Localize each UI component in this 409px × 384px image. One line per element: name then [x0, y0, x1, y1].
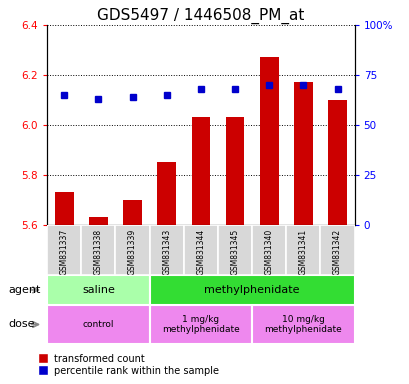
Bar — [47, 305, 149, 344]
Text: methylphenidate: methylphenidate — [204, 285, 299, 295]
Bar — [115, 225, 149, 275]
Bar — [123, 200, 142, 225]
Bar — [149, 275, 354, 305]
Text: control: control — [83, 320, 114, 329]
Bar — [81, 225, 115, 275]
Bar — [149, 225, 183, 275]
Bar — [293, 83, 312, 225]
Bar — [183, 225, 218, 275]
Text: GSM831344: GSM831344 — [196, 228, 205, 275]
Bar — [252, 225, 285, 275]
Bar — [47, 225, 81, 275]
Text: GSM831343: GSM831343 — [162, 228, 171, 275]
Text: 1 mg/kg
methylphenidate: 1 mg/kg methylphenidate — [162, 315, 239, 334]
Text: 10 mg/kg
methylphenidate: 10 mg/kg methylphenidate — [264, 315, 342, 334]
Bar — [320, 225, 354, 275]
Bar — [89, 217, 108, 225]
Bar — [285, 225, 320, 275]
Bar — [149, 305, 252, 344]
Text: GSM831338: GSM831338 — [94, 228, 103, 275]
Legend: transformed count, percentile rank within the sample: transformed count, percentile rank withi… — [38, 354, 219, 376]
Bar — [157, 162, 176, 225]
Bar — [55, 192, 74, 225]
Title: GDS5497 / 1446508_PM_at: GDS5497 / 1446508_PM_at — [97, 7, 304, 23]
Text: saline: saline — [82, 285, 115, 295]
Text: agent: agent — [8, 285, 40, 295]
Bar — [225, 118, 244, 225]
Text: GSM831342: GSM831342 — [332, 228, 341, 275]
Bar — [252, 305, 354, 344]
Bar — [191, 118, 210, 225]
Bar — [259, 58, 278, 225]
Text: dose: dose — [8, 319, 35, 329]
Text: GSM831345: GSM831345 — [230, 228, 239, 275]
Text: GSM831340: GSM831340 — [264, 228, 273, 275]
Bar — [327, 100, 346, 225]
Text: GSM831339: GSM831339 — [128, 228, 137, 275]
Bar — [218, 225, 252, 275]
Bar — [47, 275, 149, 305]
Text: GSM831337: GSM831337 — [60, 228, 69, 275]
Text: GSM831341: GSM831341 — [298, 228, 307, 275]
